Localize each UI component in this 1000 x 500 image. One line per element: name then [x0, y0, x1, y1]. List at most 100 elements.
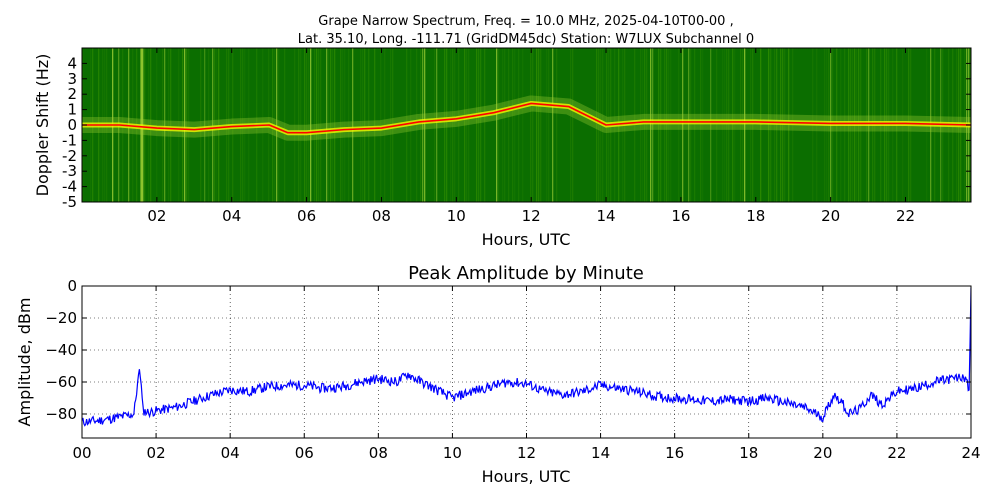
spectrogram-noise-stripe [596, 48, 598, 202]
spectrogram-x-tick-label: 16 [671, 207, 690, 225]
spectrogram-x-tick-label: 22 [896, 207, 915, 225]
amplitude-x-tick-label: 20 [813, 444, 832, 462]
spectrogram-x-tick-label: 20 [821, 207, 840, 225]
spectrogram-noise-stripe [458, 48, 460, 202]
spectrogram-noise-stripe [726, 48, 728, 202]
spectrogram-noise-stripe [478, 48, 480, 202]
amplitude-panel: Peak Amplitude by Minute 00 02 04 06 08 10 12 1… [15, 263, 981, 486]
spectrogram-noise-stripe [480, 48, 482, 202]
spectrogram-noise-stripe [776, 48, 778, 202]
spectrogram-x-tick-label: 18 [746, 207, 765, 225]
spectrogram-noise-stripe [740, 48, 742, 202]
spectrogram-noise-stripe [278, 48, 280, 202]
spectrogram-noise-stripe [342, 48, 344, 202]
spectrogram-noise-stripe [668, 48, 670, 202]
spectrogram-noise-stripe [644, 48, 646, 202]
amplitude-title: Peak Amplitude by Minute [408, 263, 644, 284]
spectrogram-noise-stripe [178, 48, 180, 202]
figure-title-line2: Lat. 35.10, Long. -111.71 (GridDM45dc) S… [298, 32, 754, 47]
spectrogram-noise-stripe [446, 48, 448, 202]
amplitude-x-tick-label: 16 [665, 444, 684, 462]
spectrogram-noise-stripe [374, 48, 376, 202]
spectrogram-noise-stripe [348, 48, 350, 202]
spectrogram-ylabel: Doppler Shift (Hz) [33, 54, 52, 197]
figure-title-line1: Grape Narrow Spectrum, Freq. = 10.0 MHz,… [318, 14, 733, 29]
amplitude-series-line [82, 287, 971, 427]
spectrogram-y-tick-label: 3 [67, 70, 77, 88]
amplitude-x-tick-label: 24 [961, 444, 980, 462]
spectrogram-noise-stripe [424, 48, 426, 202]
spectrogram-y-tick-label: 4 [67, 54, 77, 72]
spectrogram-noise-stripe [498, 48, 500, 202]
spectrogram-x-ticks: 02 04 06 08 10 12 14 16 18 20 22 [147, 48, 915, 225]
spectrogram-noise-stripe [422, 48, 424, 202]
spectrogram-noise-stripe [476, 48, 478, 202]
spectrogram-noise-stripe [310, 48, 312, 202]
spectrogram-noise-stripe [340, 48, 342, 202]
spectrogram-noise-stripe [650, 48, 652, 202]
spectrogram-noise-stripe [330, 48, 332, 202]
spectrogram-x-tick-label: 02 [147, 207, 166, 225]
spectrogram-noise-stripe [360, 48, 362, 202]
spectrogram-noise-stripe [538, 48, 540, 202]
spectrogram-noise-stripe [364, 48, 366, 202]
spectrogram-noise-stripe [484, 48, 486, 202]
spectrogram-x-tick-label: 14 [596, 207, 615, 225]
spectrogram-noise-stripe [436, 48, 438, 202]
spectrogram-noise-stripe [690, 48, 692, 202]
spectrogram-noise-stripe [186, 48, 188, 202]
spectrogram-noise-stripe [216, 48, 218, 202]
spectrogram-noise-stripe [464, 48, 466, 202]
spectrogram-noise-stripe [320, 48, 322, 202]
spectrogram-noise-stripe [702, 48, 704, 202]
spectrogram-noise-stripe [352, 48, 354, 202]
spectrogram-y-tick-label: -2 [62, 147, 77, 165]
spectrogram-noise-stripe [444, 48, 446, 202]
spectrogram-noise-stripe [770, 48, 772, 202]
spectrogram-noise-stripe [530, 48, 532, 202]
spectrogram-noise-stripe [334, 48, 336, 202]
amplitude-x-tick-label: 14 [591, 444, 610, 462]
amplitude-x-tick-label: 08 [369, 444, 388, 462]
spectrogram-xlabel: Hours, UTC [482, 230, 571, 249]
spectrogram-noise-stripe [502, 48, 504, 202]
spectrogram-noise-stripe [688, 48, 690, 202]
spectrogram-noise-stripe [598, 48, 600, 202]
spectrogram-noise-stripe [306, 48, 308, 202]
spectrogram-noise-stripe [640, 48, 642, 202]
spectrogram-noise-stripe [532, 48, 534, 202]
spectrogram-noise-stripe [314, 48, 316, 202]
spectrogram-noise-stripe [742, 48, 744, 202]
spectrogram-noise-stripe [284, 48, 286, 202]
spectrogram-x-tick-label: 12 [522, 207, 541, 225]
spectrogram-noise-stripe [750, 48, 752, 202]
spectrogram-noise-stripe [512, 48, 514, 202]
spectrogram-noise-stripe [188, 48, 190, 202]
spectrogram-noise-stripe [298, 48, 300, 202]
spectrogram-y-tick-label: -5 [62, 193, 77, 211]
spectrogram-noise-stripe [168, 48, 170, 202]
spectrogram-y-tick-label: 0 [67, 116, 77, 134]
spectrogram-noise-stripe [466, 48, 468, 202]
spectrogram-noise-stripe [162, 48, 164, 202]
spectrogram-noise-stripe [752, 48, 754, 202]
spectrogram-noise-stripe [548, 48, 550, 202]
spectrogram-x-tick-label: 08 [372, 207, 391, 225]
spectrogram-noise-stripe [454, 48, 456, 202]
spectrogram-noise-stripe [212, 48, 214, 202]
spectrogram-noise-stripe [326, 48, 328, 202]
spectrogram-noise-stripe [204, 48, 206, 202]
spectrogram-noise-stripe [368, 48, 370, 202]
spectrogram-noise-stripe [642, 48, 644, 202]
spectrogram-noise-stripe [208, 48, 210, 202]
spectrogram-noise-stripe [420, 48, 422, 202]
spectrogram-noise-stripe [170, 48, 172, 202]
spectrogram-noise-stripe [664, 48, 666, 202]
amplitude-x-tick-label: 12 [517, 444, 536, 462]
spectrogram-y-tick-label: 2 [67, 85, 77, 103]
spectrogram-noise-stripe [504, 48, 506, 202]
spectrogram-noise-stripe [646, 48, 648, 202]
spectrogram-noise-stripe [666, 48, 668, 202]
